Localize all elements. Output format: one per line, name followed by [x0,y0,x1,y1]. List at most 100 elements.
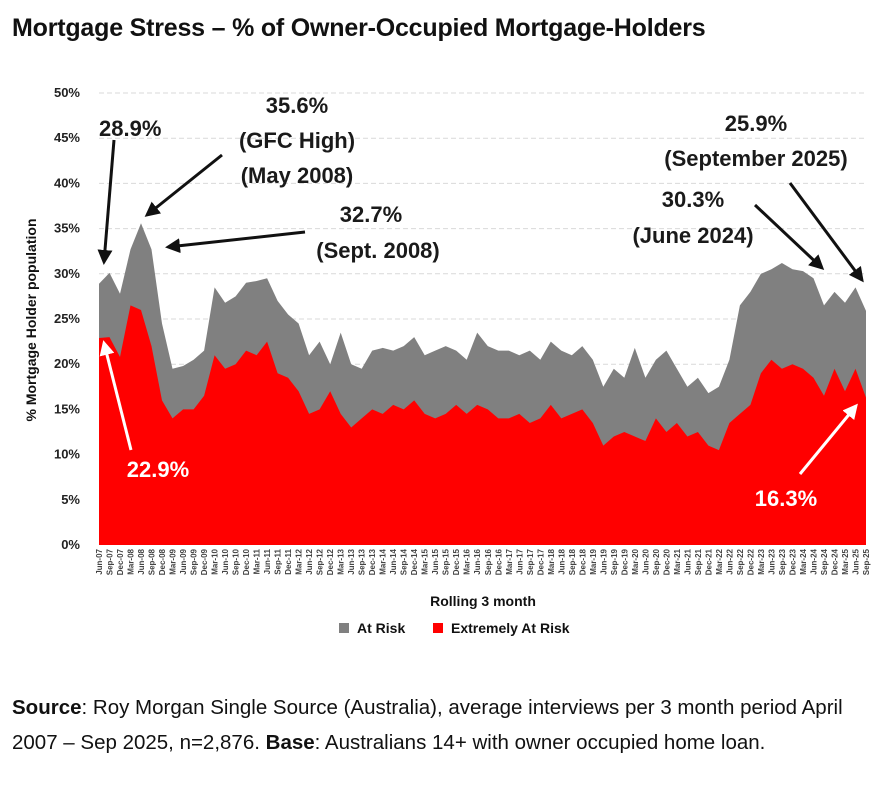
x-tick-label: Dec-23 [789,548,798,575]
x-tick-label: Dec-15 [452,548,461,575]
x-tick-label: Jun-22 [725,548,734,574]
x-tick-label: Mar-11 [253,548,262,574]
x-tick-label: Dec-16 [494,548,503,575]
y-tick-label: 0% [61,537,80,552]
legend-label: Extremely At Risk [451,620,570,636]
x-tick-label: Mar-21 [673,548,682,574]
legend-swatch [433,623,443,633]
x-tick-label: Jun-14 [389,548,398,574]
x-tick-label: Jun-19 [599,548,608,574]
x-tick-label: Sep-16 [484,548,493,575]
y-axis-label: % Mortgage Holder population [23,219,39,422]
annotation-label: (May 2008) [241,163,354,188]
y-tick-label: 40% [54,175,80,190]
mortgage-stress-chart: 0%5%10%15%20%25%30%35%40%45%50% Jun-07 Se… [23,85,871,636]
x-tick-label: Jun-21 [683,548,692,574]
annotation-label: 22.9% [127,457,189,482]
x-tick-label: Jun-20 [641,548,650,574]
x-tick-label: Jun-25 [852,548,861,574]
annotation-arrows [97,139,864,475]
y-tick-label: 35% [54,221,80,236]
x-tick-label: Sep-08 [148,548,157,575]
x-tick-label: Mar-12 [295,548,304,574]
annotation-label: (September 2025) [664,146,847,171]
x-tick-label: Jun-07 [95,548,104,574]
x-tick-label: Sep-11 [274,548,283,574]
x-tick-label: Mar-10 [211,548,220,574]
annotation-label: 25.9% [725,111,787,136]
y-tick-label: 30% [54,266,80,281]
x-axis-ticks: Jun-07 Sep-07 Dec-07 Mar-08 Jun-08 Sep-08 Dec-… [95,548,871,575]
x-tick-label: Sep-10 [232,548,241,575]
x-tick-label: Dec-09 [200,548,209,575]
x-tick-label: Sep-12 [316,548,325,575]
x-tick-label: Jun-15 [431,548,440,574]
x-tick-label: Mar-14 [379,548,388,574]
annotations: 28.9% 35.6% (GFC High) (May 2008) 32.7% (Sept… [99,93,848,511]
x-tick-label: Sep-24 [820,548,829,575]
x-tick-label: Dec-10 [242,548,251,575]
x-tick-label: Jun-10 [221,548,230,574]
x-tick-label: Mar-16 [463,548,472,574]
x-tick-label: Jun-12 [305,548,314,574]
annotation-arrow [753,203,825,271]
x-tick-label: Sep-18 [568,548,577,575]
source-note: Source: Roy Morgan Single Source (Austra… [12,690,872,760]
x-tick-label: Mar-08 [127,548,136,574]
x-tick-label: Mar-18 [547,548,556,574]
annotation-arrow [97,139,116,265]
x-tick-label: Mar-23 [757,548,766,574]
x-tick-label: Jun-08 [137,548,146,574]
annotation-arrow [99,340,133,451]
annotation-label: 28.9% [99,116,161,141]
x-tick-label: Sep-09 [190,548,199,575]
x-tick-label: Jun-09 [179,548,188,574]
annotation-label: (Sept. 2008) [316,238,440,263]
annotation-label: (GFC High) [239,128,355,153]
y-tick-label: 10% [54,447,80,462]
y-tick-label: 20% [54,356,80,371]
x-tick-label: Dec-13 [368,548,377,575]
legend-label: At Risk [357,620,405,636]
x-tick-label: Dec-19 [620,548,629,575]
annotation-label: (June 2024) [632,223,753,248]
x-tick-label: Mar-09 [169,548,178,574]
x-tick-label: Sep-15 [442,548,451,575]
x-tick-label: Dec-20 [662,548,671,575]
x-tick-label: Jun-16 [473,548,482,574]
x-tick-label: Dec-17 [536,548,545,575]
x-tick-label: Dec-08 [158,548,167,575]
x-tick-label: Sep-13 [358,548,367,575]
y-tick-label: 25% [54,311,80,326]
x-tick-label: Sep-23 [778,548,787,575]
annotation-arrow [165,230,306,254]
area-series [99,223,866,545]
legend: At Risk Extremely At Risk [339,620,570,636]
source-label: Source [12,696,82,719]
x-tick-label: Sep-07 [106,548,115,575]
base-text: : Australians 14+ with owner occupied ho… [314,731,766,754]
x-tick-label: Sep-19 [610,548,619,575]
x-tick-label: Jun-17 [515,548,524,574]
x-tick-label: Jun-23 [767,548,776,574]
annotation-label: 32.7% [340,202,402,227]
x-tick-label: Dec-22 [746,548,755,575]
x-tick-label: Sep-22 [736,548,745,575]
x-tick-label: Mar-25 [841,548,850,574]
x-tick-label: Sep-21 [694,548,703,575]
x-tick-label: Dec-12 [326,548,335,575]
x-axis-label: Rolling 3 month [430,593,536,609]
x-tick-label: Dec-18 [578,548,587,575]
x-tick-label: Mar-19 [589,548,598,574]
annotation-arrow [144,153,223,217]
annotation-arrow [788,182,864,283]
x-tick-label: Mar-22 [715,548,724,574]
x-tick-label: Dec-11 [284,548,293,574]
legend-swatch [339,623,349,633]
y-axis-ticks: 0% 5% 10% 15% 20% 25% 30% 35% 40% 45% 50% [54,85,80,552]
x-tick-label: Sep-14 [400,548,409,575]
annotation-label: 16.3% [755,486,817,511]
y-tick-label: 15% [54,401,80,416]
x-tick-label: Jun-24 [810,548,819,574]
x-tick-label: Mar-15 [421,548,430,574]
